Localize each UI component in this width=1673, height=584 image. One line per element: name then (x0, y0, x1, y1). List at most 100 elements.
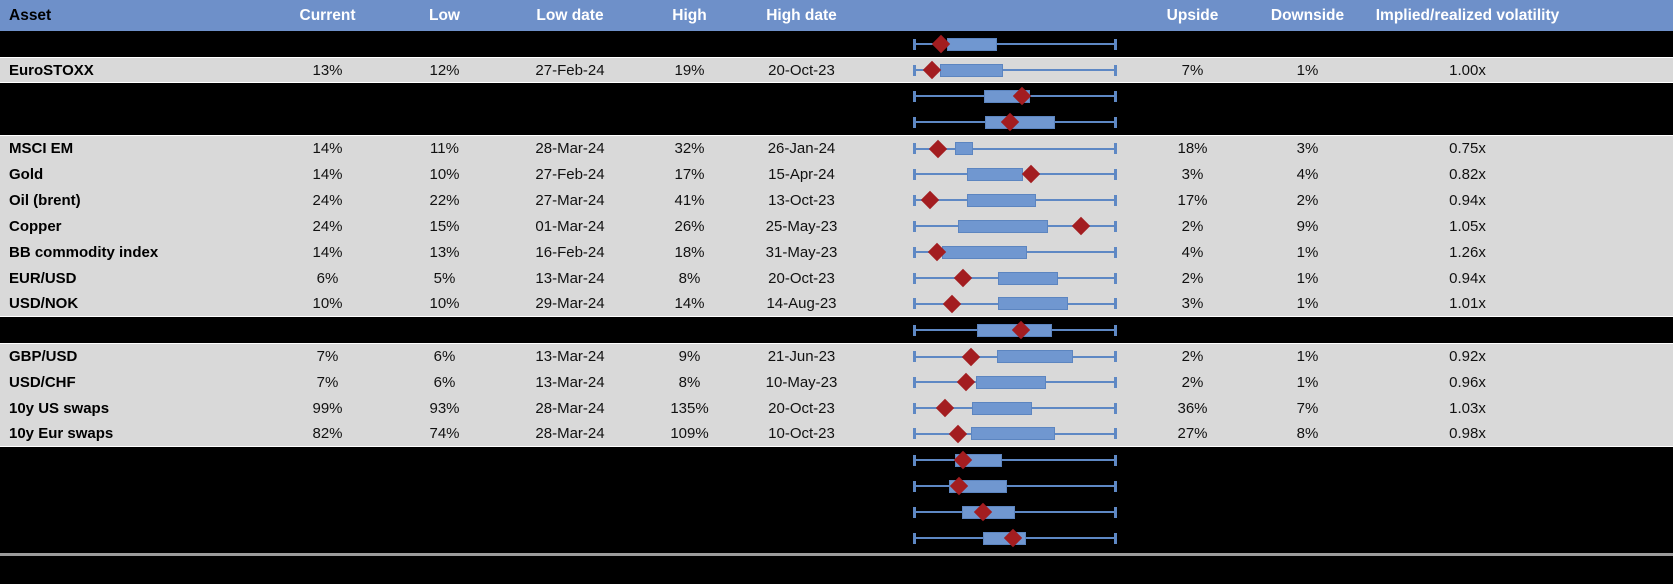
boxplot-cell (858, 161, 1125, 187)
current-marker-diamond-icon (928, 139, 947, 158)
boxplot (913, 239, 1117, 265)
iqr-box (985, 115, 1055, 129)
upside-cell: 7% (1181, 61, 1204, 79)
asset-cell: BB commodity index (9, 243, 159, 261)
current-marker-diamond-icon (920, 190, 940, 210)
spacer-row (0, 473, 1673, 499)
boxplot (913, 109, 1117, 135)
downside-cell: 3% (1296, 140, 1319, 157)
implied-realized-cell: 0.94x (1449, 269, 1486, 287)
current-cell: 14% (312, 165, 343, 183)
current-cell: 7% (316, 373, 339, 391)
whisker-cap-left (913, 480, 916, 492)
boxplot (913, 58, 1117, 82)
iqr-box (997, 297, 1069, 310)
asset-cell: Gold (9, 165, 44, 183)
low-date-cell: 28-Mar-24 (535, 140, 605, 157)
boxplot (913, 369, 1117, 395)
whisker-cap-right (1114, 351, 1117, 362)
high-cell: 8% (678, 269, 701, 287)
whisker-cap-left (913, 428, 916, 439)
table-row: USD/NOK 10% 10% 29-Mar-24 14% 14-Aug-23 3% 1% 1.… (0, 291, 1673, 317)
whisker-cap-left (913, 168, 916, 180)
high-cell: 9% (678, 348, 701, 365)
boxplot-cell (858, 109, 1125, 135)
table-body: EuroSTOXX 13% 12% 27-Feb-24 19% 20-Oct-23 7% 1%… (0, 31, 1673, 551)
implied-realized-cell: 0.94x (1449, 191, 1486, 209)
current-cell: 24% (312, 217, 343, 235)
current-marker-diamond-icon (922, 60, 942, 80)
high-date-cell: 25-May-23 (765, 217, 838, 235)
asset-cell: EuroSTOXX (9, 61, 94, 79)
iqr-box (970, 427, 1055, 440)
downside-cell: 1% (1296, 295, 1319, 312)
low-date-cell: 13-Mar-24 (535, 373, 605, 391)
high-date-cell: 26-Jan-24 (767, 140, 836, 157)
asset-cell: Copper (9, 217, 62, 235)
table-header-row: Asset Current Low Low date High High dat… (0, 0, 1673, 31)
current-cell: 24% (312, 191, 343, 209)
column-header-asset: Asset (9, 6, 52, 24)
downside-cell: 1% (1296, 269, 1319, 287)
whisker-cap-left (913, 64, 916, 76)
low-cell: 12% (429, 61, 460, 79)
current-cell: 13% (312, 61, 343, 79)
whisker-cap-left (913, 506, 916, 518)
boxplot-cell (858, 395, 1125, 421)
iqr-box (996, 350, 1074, 363)
boxplot (913, 344, 1117, 369)
high-date-cell: 21-Jun-23 (767, 348, 836, 365)
boxplot-cell (858, 187, 1125, 213)
asset-cell: USD/CHF (9, 373, 76, 391)
low-date-cell: 27-Mar-24 (535, 191, 605, 209)
current-cell: 99% (312, 399, 343, 417)
boxplot (913, 213, 1117, 239)
current-cell: 6% (316, 269, 339, 287)
spacer-row (0, 31, 1673, 57)
whisker-cap-right (1114, 38, 1117, 50)
iqr-box (966, 193, 1036, 207)
asset-cell: EUR/USD (9, 269, 77, 287)
current-marker-diamond-icon (1021, 164, 1040, 184)
downside-cell: 1% (1296, 61, 1319, 79)
column-header-high: High (672, 6, 707, 24)
current-marker-diamond-icon (948, 424, 967, 443)
iqr-box (966, 167, 1023, 181)
implied-realized-cell: 1.00x (1449, 61, 1486, 79)
current-cell: 82% (312, 425, 343, 442)
column-header-low-date: Low date (536, 6, 604, 24)
boxplot-cell (858, 499, 1125, 525)
low-cell: 22% (429, 191, 460, 209)
implied-realized-cell: 0.96x (1449, 373, 1486, 391)
boxplot (913, 395, 1117, 421)
upside-cell: 2% (1181, 217, 1204, 235)
table-row: Gold 14% 10% 27-Feb-24 17% 15-Apr-24 3% 4% 0.82x (0, 161, 1673, 187)
low-cell: 10% (429, 295, 460, 312)
boxplot (913, 161, 1117, 187)
upside-cell: 18% (1177, 140, 1208, 157)
downside-cell: 8% (1296, 425, 1319, 442)
iqr-box (998, 271, 1059, 285)
spacer-row (0, 525, 1673, 551)
spacer-row (0, 447, 1673, 473)
high-date-cell: 20-Oct-23 (768, 61, 835, 79)
column-header-implied-realized-volatility: Implied/realized volatility (1375, 6, 1560, 24)
whisker-line (913, 485, 1117, 487)
boxplot-cell (858, 447, 1125, 473)
high-cell: 32% (674, 140, 705, 157)
boxplot (913, 525, 1117, 551)
table-row: EuroSTOXX 13% 12% 27-Feb-24 19% 20-Oct-23 7% 1%… (0, 57, 1673, 83)
boxplot (913, 31, 1117, 57)
current-cell: 10% (312, 295, 343, 312)
low-date-cell: 28-Mar-24 (535, 425, 605, 442)
high-date-cell: 10-Oct-23 (768, 425, 835, 442)
low-date-cell: 28-Mar-24 (535, 399, 605, 417)
whisker-cap-left (913, 90, 916, 102)
high-cell: 8% (678, 373, 701, 391)
whisker-cap-left (913, 38, 916, 50)
boxplot (913, 317, 1117, 343)
whisker-cap-right (1114, 298, 1117, 309)
downside-cell: 9% (1296, 217, 1319, 235)
boxplot (913, 136, 1117, 161)
high-cell: 135% (670, 399, 709, 417)
